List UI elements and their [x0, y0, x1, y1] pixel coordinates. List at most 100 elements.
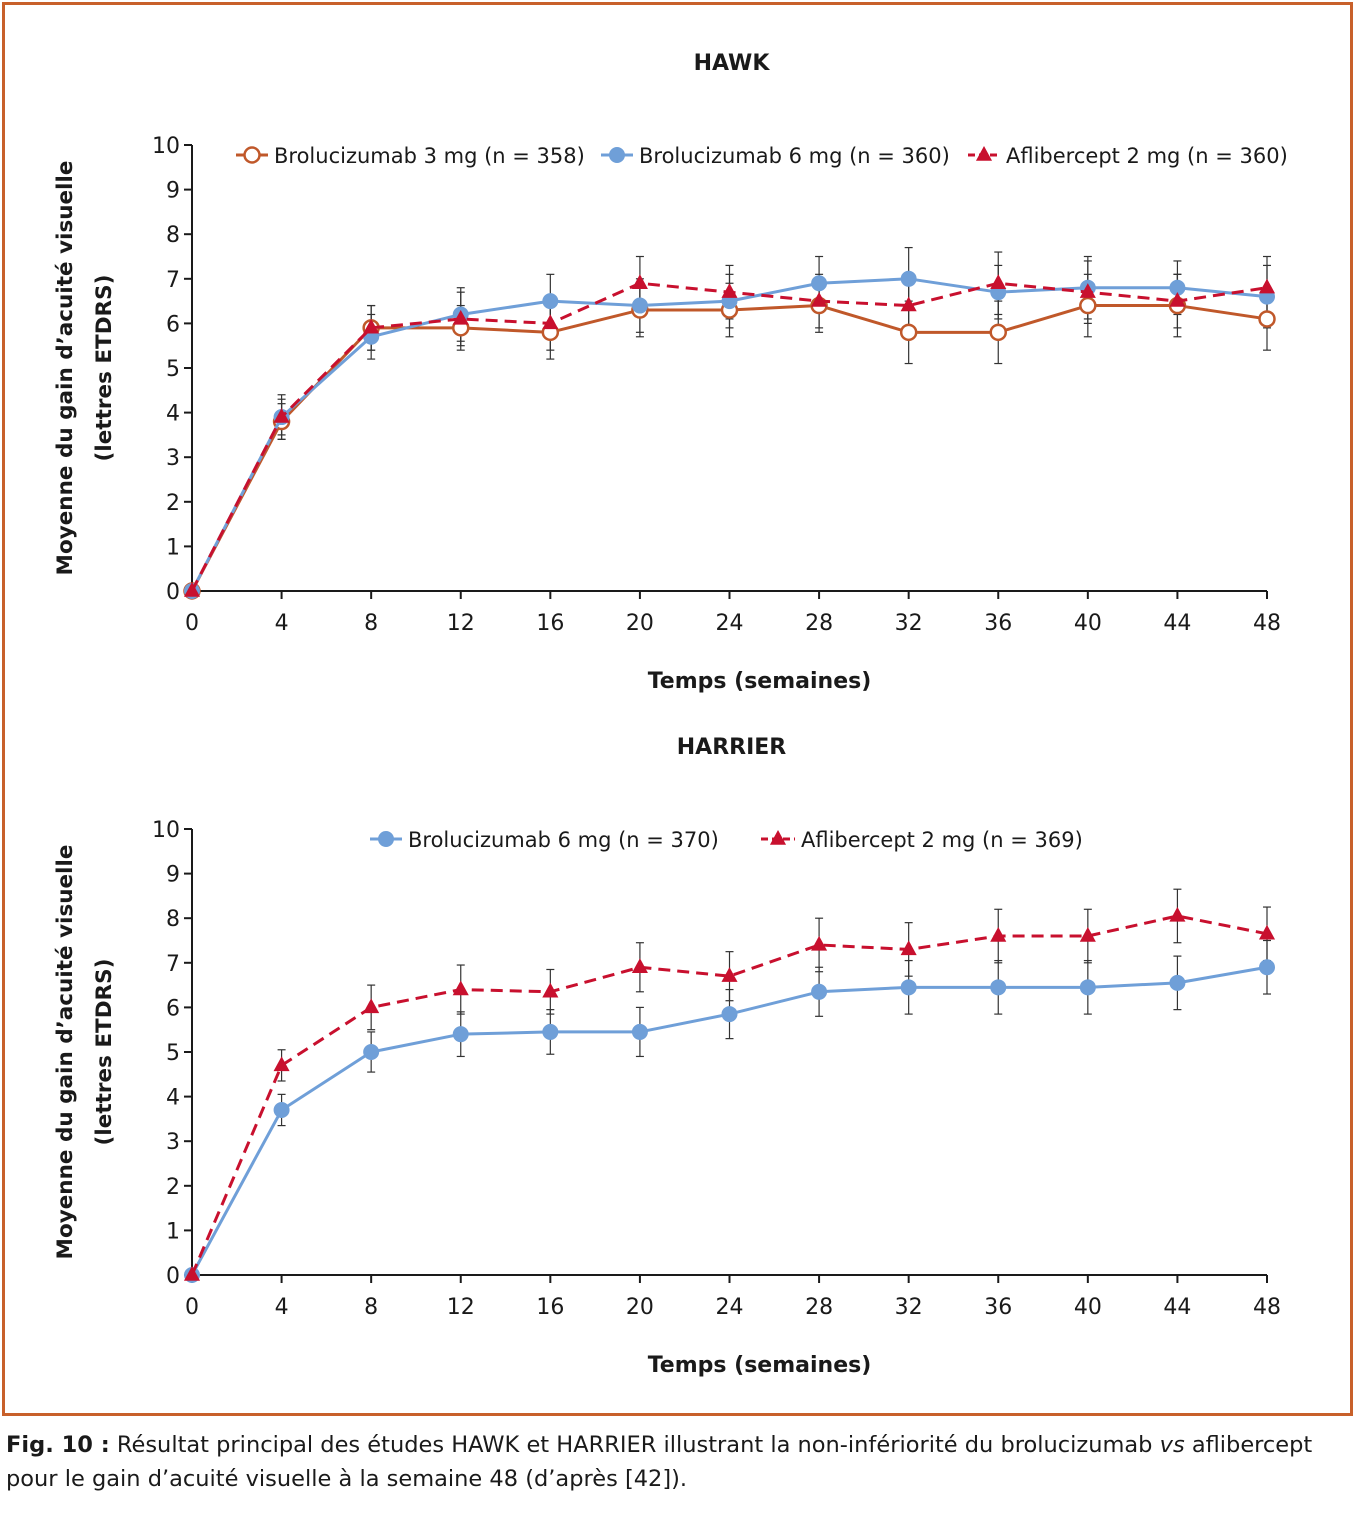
- data-point: [542, 1023, 559, 1040]
- y-tick-label: 9: [166, 179, 180, 204]
- x-tick-label: 28: [805, 611, 833, 636]
- y-tick-label: 9: [166, 863, 180, 888]
- legend-label: Aflibercept 2 mg (n = 360): [1006, 144, 1288, 168]
- x-tick-label: 48: [1253, 1295, 1281, 1320]
- error-bars-brolu6: [277, 939, 1271, 1127]
- legend-label: Brolucizumab 3 mg (n = 358): [274, 144, 585, 168]
- data-point: [1169, 974, 1186, 991]
- y-axis-label: Moyenne du gain d’acuité visuelle: [53, 845, 78, 1260]
- series-brolu3: [183, 296, 1276, 600]
- data-point: [990, 926, 1007, 942]
- series-brolu6: [184, 959, 1275, 1283]
- data-point: [900, 940, 917, 956]
- legend-item-brolu6: Brolucizumab 6 mg (n = 370): [370, 828, 719, 852]
- y-tick-label: 10: [152, 134, 180, 159]
- y-axis-label-units: (lettres ETDRS): [92, 275, 117, 462]
- data-point: [811, 292, 828, 307]
- y-tick-label: 4: [166, 402, 180, 427]
- legend-marker: [975, 145, 993, 161]
- data-point: [1079, 926, 1096, 942]
- legend-item-brolu3: Brolucizumab 3 mg (n = 358): [236, 144, 585, 168]
- chart-title: HARRIER: [677, 735, 787, 760]
- x-tick-label: 20: [626, 1295, 654, 1320]
- legend-label: Brolucizumab 6 mg (n = 360): [639, 144, 950, 168]
- y-tick-label: 7: [166, 952, 180, 977]
- data-point: [811, 935, 828, 951]
- legend-label: Aflibercept 2 mg (n = 369): [801, 828, 1083, 852]
- y-axis-label-units: (lettres ETDRS): [92, 959, 117, 1146]
- data-point: [990, 274, 1007, 289]
- figure-canvas: HAWK Moyenne du gain d’acuité visuelle (le…: [53, 51, 1288, 1378]
- data-point: [363, 318, 380, 334]
- data-point: [811, 275, 828, 292]
- legend-label: Brolucizumab 6 mg (n = 370): [408, 828, 719, 852]
- data-point: [721, 1006, 738, 1023]
- y-tick-label: 1: [166, 535, 180, 560]
- data-point: [811, 983, 828, 1000]
- data-point: [1169, 292, 1186, 307]
- x-tick-label: 4: [275, 611, 289, 636]
- y-tick-label: 3: [166, 1130, 180, 1155]
- error-bars-brolu6: [277, 246, 1271, 440]
- legend-item-aflib: Aflibercept 2 mg (n = 360): [968, 144, 1288, 168]
- data-point: [1258, 310, 1276, 328]
- x-tick-label: 36: [984, 611, 1012, 636]
- data-point: [452, 309, 469, 325]
- caption-label: Fig. 10 :: [6, 1432, 110, 1458]
- series-aflib: [183, 906, 1276, 1281]
- legend-item-brolu6: Brolucizumab 6 mg (n = 360): [601, 144, 950, 168]
- x-axis-label: Temps (semaines): [648, 669, 872, 694]
- x-tick-label: 24: [716, 1295, 744, 1320]
- caption-text-before: Résultat principal des études HAWK et HA…: [109, 1432, 1160, 1458]
- x-tick-label: 4: [275, 1295, 289, 1320]
- x-tick-label: 16: [536, 611, 564, 636]
- data-point: [1259, 959, 1275, 976]
- x-tick-label: 16: [536, 1295, 564, 1320]
- y-tick-label: 0: [166, 580, 180, 605]
- data-point: [452, 1026, 469, 1043]
- data-point: [542, 314, 559, 330]
- x-tick-label: 44: [1163, 1295, 1191, 1320]
- legend-marker: [769, 829, 787, 845]
- x-tick-label: 28: [805, 1295, 833, 1320]
- x-tick-label: 12: [447, 1295, 475, 1320]
- caption-text-after: aflibercept pour le gain d’acuité visuel…: [6, 1432, 1313, 1492]
- data-point: [990, 979, 1007, 996]
- y-tick-label: 8: [166, 907, 180, 932]
- data-point: [989, 323, 1007, 342]
- x-tick-label: 8: [364, 611, 378, 636]
- error-bars-aflib: [277, 888, 1271, 1082]
- y-tick-label: 5: [166, 1041, 180, 1066]
- data-point: [542, 293, 559, 310]
- y-tick-label: 5: [166, 357, 180, 382]
- figure-frame: [2, 2, 1353, 1416]
- legend-marker: [378, 831, 394, 847]
- legend: Brolucizumab 3 mg (n = 358) Brolucizumab …: [236, 144, 1288, 168]
- data-point: [273, 408, 290, 423]
- y-tick-label: 1: [166, 1219, 180, 1244]
- data-point: [542, 982, 559, 998]
- x-tick-label: 32: [895, 1295, 923, 1320]
- y-tick-label: 8: [166, 223, 180, 248]
- y-tick-label: 3: [166, 446, 180, 471]
- y-tick-label: 6: [166, 996, 180, 1021]
- y-tick-label: 2: [166, 491, 180, 516]
- chart-hawk: HAWK Moyenne du gain d’acuité visuelle (le…: [53, 51, 1288, 694]
- chart-title: HAWK: [694, 51, 771, 76]
- data-point: [899, 323, 918, 342]
- data-point: [900, 270, 917, 287]
- data-point: [900, 296, 917, 312]
- data-point: [183, 581, 201, 597]
- y-tick-label: 10: [152, 818, 180, 843]
- data-point: [1079, 296, 1097, 315]
- error-bars-brolu3: [277, 273, 1271, 440]
- data-point: [452, 980, 469, 996]
- x-tick-label: 40: [1074, 611, 1102, 636]
- figure-caption: Fig. 10 : Résultat principal des études …: [6, 1428, 1354, 1496]
- legend-item-aflib: Aflibercept 2 mg (n = 369): [761, 828, 1083, 852]
- data-point: [183, 1265, 201, 1281]
- x-tick-label: 24: [716, 611, 744, 636]
- x-axis-label: Temps (semaines): [648, 1353, 872, 1378]
- data-point: [631, 1023, 648, 1040]
- chart-harrier: HARRIER Moyenne du gain d’acuité visuelle…: [53, 735, 1281, 1378]
